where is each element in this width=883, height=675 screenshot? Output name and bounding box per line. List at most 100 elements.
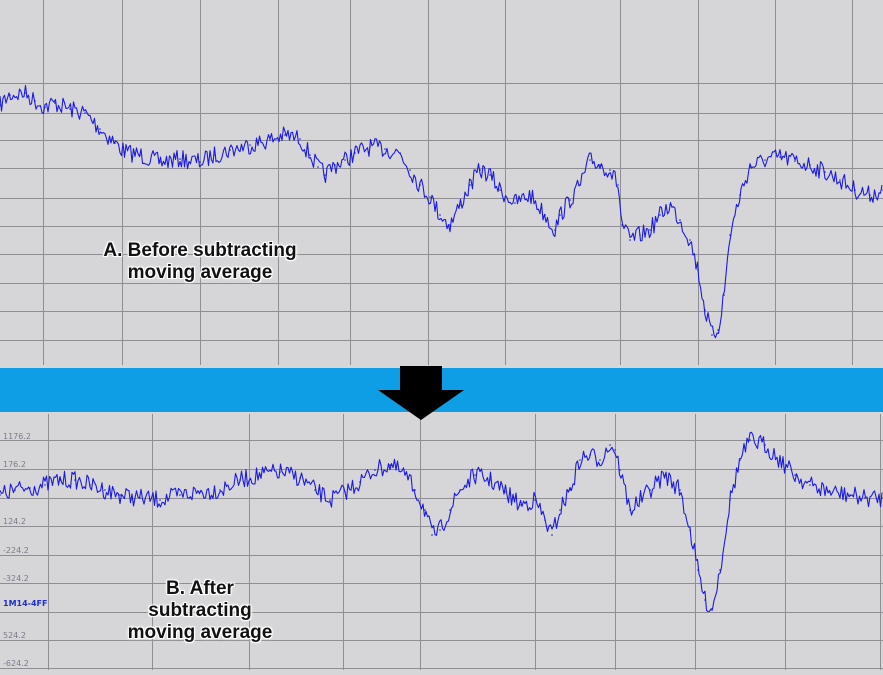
data-point xyxy=(384,148,386,150)
data-point xyxy=(544,519,546,521)
data-point xyxy=(179,494,181,496)
caption-top-line-2: moving average xyxy=(127,262,273,283)
data-point xyxy=(219,489,221,491)
data-point xyxy=(809,164,811,166)
data-point xyxy=(284,134,286,136)
data-point xyxy=(729,234,731,236)
data-point xyxy=(723,294,725,296)
data-point xyxy=(809,484,811,486)
data-point xyxy=(124,151,126,153)
caption-bottom: B. After subtracting moving average xyxy=(90,578,310,644)
data-point xyxy=(704,309,706,311)
data-point xyxy=(489,174,491,176)
data-point xyxy=(324,174,326,176)
data-point xyxy=(439,214,441,216)
data-point xyxy=(89,484,91,486)
data-point xyxy=(29,487,31,489)
data-point xyxy=(269,139,271,141)
y-tick-label: -624.2 xyxy=(3,659,29,668)
series-line-after xyxy=(0,431,883,613)
data-point xyxy=(749,439,751,441)
data-point xyxy=(764,444,766,446)
y-tick-label: 124.2 xyxy=(3,517,26,526)
data-point xyxy=(629,239,631,241)
caption-bottom-line-3: moving average xyxy=(127,622,273,643)
data-point xyxy=(544,214,546,216)
data-point xyxy=(589,454,591,456)
data-point xyxy=(489,479,491,481)
down-arrow-icon xyxy=(378,366,464,420)
data-point xyxy=(649,489,651,491)
data-point xyxy=(0,104,1,106)
data-point xyxy=(414,489,416,491)
data-point xyxy=(14,489,16,491)
data-point xyxy=(299,477,301,479)
y-tick-label: 1M14-4FF xyxy=(3,599,48,608)
data-point xyxy=(344,159,346,161)
data-point xyxy=(719,569,721,571)
data-point xyxy=(669,204,671,206)
data-point xyxy=(739,194,741,196)
data-point xyxy=(309,154,311,156)
series-line-before xyxy=(0,84,883,339)
data-point xyxy=(864,497,866,499)
data-point xyxy=(614,449,616,451)
data-point xyxy=(239,479,241,481)
data-point xyxy=(449,224,451,226)
data-point xyxy=(779,459,781,461)
data-point xyxy=(559,509,561,511)
data-point xyxy=(0,494,1,496)
data-point xyxy=(429,196,431,198)
data-point xyxy=(711,334,713,336)
data-point xyxy=(119,494,121,496)
data-point xyxy=(559,214,561,216)
caption-bottom-line-2: subtracting xyxy=(148,600,252,621)
data-point xyxy=(504,491,506,493)
data-point xyxy=(389,464,391,466)
data-point xyxy=(599,459,601,461)
data-point xyxy=(69,108,71,110)
data-point xyxy=(354,152,356,154)
data-point xyxy=(551,534,553,536)
data-point xyxy=(649,229,651,231)
data-point xyxy=(459,489,461,491)
data-point xyxy=(139,497,141,499)
data-point xyxy=(704,599,706,601)
data-point xyxy=(159,499,161,501)
data-point xyxy=(114,142,116,144)
data-point xyxy=(679,219,681,221)
data-point xyxy=(639,499,641,501)
grid-top xyxy=(0,0,883,365)
series-top-group xyxy=(0,84,883,339)
y-tick-label: 1176.2 xyxy=(3,432,31,441)
data-point xyxy=(519,504,521,506)
data-point xyxy=(449,509,451,511)
data-point xyxy=(609,444,611,446)
data-point xyxy=(779,156,781,158)
data-point xyxy=(729,499,731,501)
data-point xyxy=(629,509,631,511)
data-point xyxy=(104,489,106,491)
data-point xyxy=(431,534,433,536)
data-point xyxy=(679,489,681,491)
data-point xyxy=(579,459,581,461)
data-point xyxy=(639,234,641,236)
data-point xyxy=(479,169,481,171)
data-point xyxy=(609,169,611,171)
data-point xyxy=(749,166,751,168)
data-point xyxy=(554,229,556,231)
data-point xyxy=(711,609,713,611)
data-point xyxy=(514,202,516,204)
data-point xyxy=(317,166,319,168)
data-point xyxy=(589,159,591,161)
data-point xyxy=(344,491,346,493)
data-point xyxy=(854,189,856,191)
data-point xyxy=(599,164,601,166)
data-point xyxy=(424,509,426,511)
data-point xyxy=(159,161,161,163)
data-point xyxy=(199,491,201,493)
grid-bottom xyxy=(0,414,883,670)
